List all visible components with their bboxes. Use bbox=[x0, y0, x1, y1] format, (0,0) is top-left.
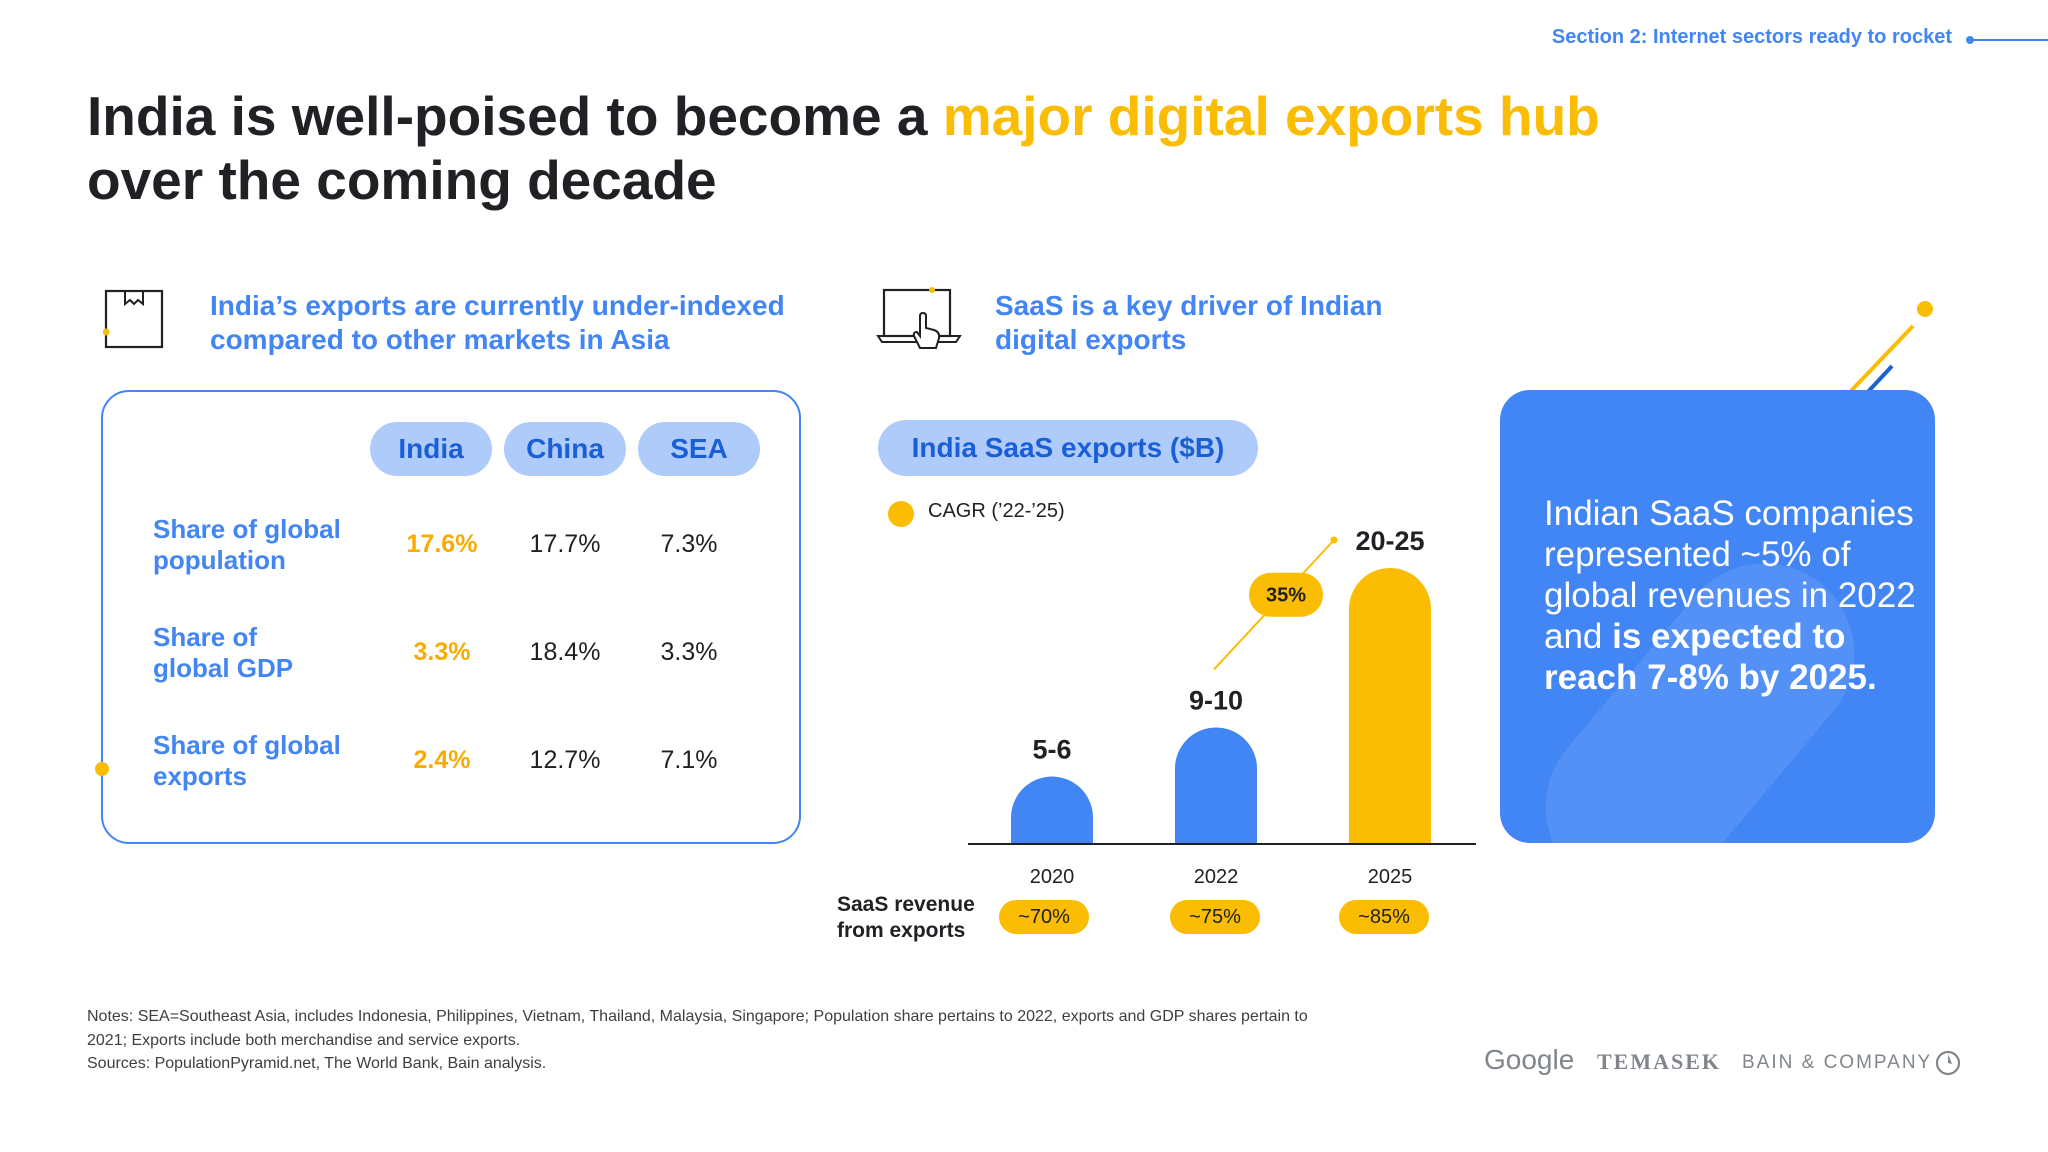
chart-title: India SaaS exports ($B) bbox=[878, 420, 1258, 476]
data-label-2025: 20-25 bbox=[1355, 526, 1424, 556]
cell-china-exports: 12.7% bbox=[529, 746, 601, 774]
title-highlight: major digital exports hub bbox=[942, 85, 1600, 147]
cagr-legend-label: CAGR (’22-’25) bbox=[928, 500, 1065, 522]
title-part-1: India is well-poised to become a bbox=[87, 85, 943, 147]
cell-india-population: 17.6% bbox=[406, 530, 478, 558]
google-logo: Google bbox=[1484, 1044, 1575, 1075]
callout-text-regular: Indian SaaS companies represented ~5% of… bbox=[1544, 494, 1916, 656]
cell-india-exports: 2.4% bbox=[413, 746, 471, 774]
row-label-gdp: Share of global GDP bbox=[153, 622, 294, 683]
middle-section-heading: SaaS is a key driver of Indian digital e… bbox=[995, 290, 1383, 355]
revenue-share-2022: ~75% bbox=[1170, 900, 1260, 934]
x-tick-2020: 2020 bbox=[1030, 866, 1075, 888]
revenue-from-exports-label: SaaS revenue from exports bbox=[837, 893, 975, 942]
x-tick-2022: 2022 bbox=[1194, 866, 1239, 888]
bar-2025 bbox=[1349, 568, 1431, 844]
package-box-icon bbox=[103, 289, 164, 349]
column-header-china: China bbox=[504, 422, 626, 476]
bain-logo: BAIN & COMPANY bbox=[1742, 1052, 1933, 1073]
section-divider-dot bbox=[1966, 36, 1974, 44]
column-header-india: India bbox=[370, 422, 492, 476]
callout-box: Indian SaaS companies represented ~5% of… bbox=[1500, 390, 1935, 843]
temasek-logo: TEMASEK bbox=[1597, 1049, 1722, 1074]
cell-sea-population: 7.3% bbox=[660, 530, 718, 558]
column-header-sea: SEA bbox=[638, 422, 760, 476]
bar-2020 bbox=[1011, 776, 1093, 844]
cell-sea-gdp: 3.3% bbox=[660, 638, 718, 666]
row-label-exports: Share of global exports bbox=[153, 730, 341, 791]
saas-exports-bar-chart: 5-6 2020 9-10 2022 20-25 2025 35% bbox=[968, 526, 1476, 888]
stats-panel bbox=[101, 390, 801, 844]
footnotes: Notes: SEA=Southeast Asia, includes Indo… bbox=[87, 1005, 1327, 1076]
cagr-connector-end bbox=[1330, 536, 1338, 544]
cagr-legend-marker bbox=[888, 501, 914, 527]
notes-text: Notes: SEA=Southeast Asia, includes Indo… bbox=[87, 1008, 1308, 1049]
cell-sea-exports: 7.1% bbox=[660, 746, 718, 774]
revenue-share-2025: ~85% bbox=[1339, 900, 1429, 934]
panel-accent-dot bbox=[95, 762, 109, 776]
cell-india-gdp: 3.3% bbox=[413, 638, 471, 666]
bain-mark-icon bbox=[1935, 1050, 1961, 1076]
callout-text-bold: is expected to reach 7-8% by 2025. bbox=[1544, 617, 1877, 697]
x-tick-2025: 2025 bbox=[1368, 866, 1413, 888]
cell-china-gdp: 18.4% bbox=[529, 638, 601, 666]
section-divider-line bbox=[1968, 39, 2048, 41]
left-section-heading: India’s exports are currently under-inde… bbox=[210, 290, 785, 355]
cagr-pill bbox=[1249, 572, 1323, 617]
section-label: Section 2: Internet sectors ready to roc… bbox=[1551, 26, 1952, 48]
laptop-click-icon bbox=[876, 287, 962, 349]
cagr-value-label: 35% bbox=[1266, 585, 1306, 607]
page-title: India is well-poised to become a major d… bbox=[87, 84, 1787, 212]
data-label-2022: 9-10 bbox=[1189, 685, 1243, 715]
callout-text: Indian SaaS companies represented ~5% of… bbox=[1544, 493, 1924, 698]
sources-text: Sources: PopulationPyramid.net, The Worl… bbox=[87, 1055, 547, 1072]
row-label-population: Share of global population bbox=[153, 514, 341, 575]
cell-china-population: 17.7% bbox=[529, 530, 601, 558]
revenue-share-2020: ~70% bbox=[999, 900, 1089, 934]
data-label-2020: 5-6 bbox=[1032, 735, 1071, 765]
title-part-2: over the coming decade bbox=[87, 149, 717, 211]
bar-2022 bbox=[1175, 727, 1257, 844]
